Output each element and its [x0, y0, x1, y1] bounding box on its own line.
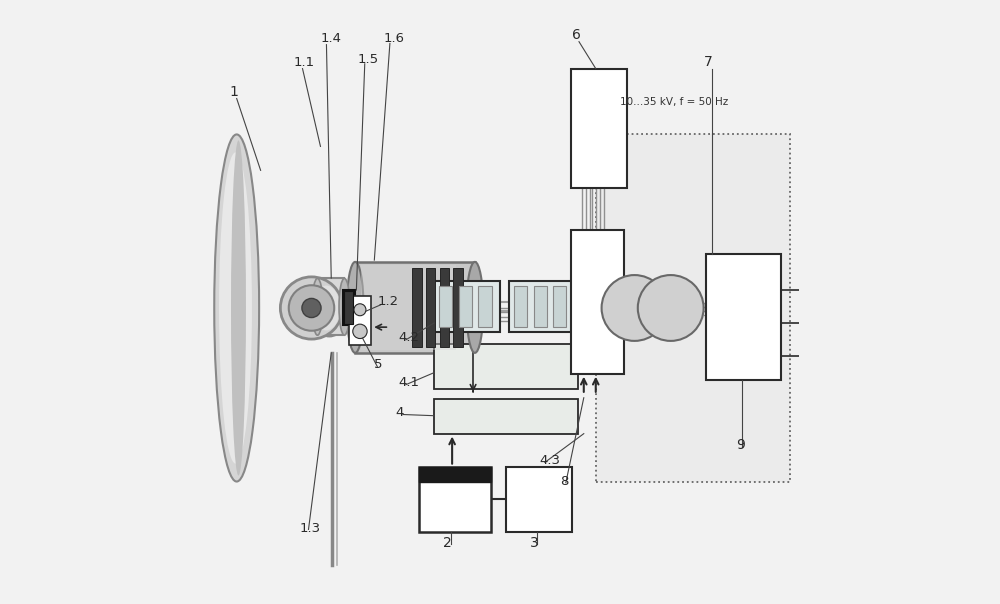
- Ellipse shape: [310, 280, 349, 336]
- Bar: [343, 290, 355, 325]
- Ellipse shape: [313, 286, 340, 330]
- Text: 6: 6: [572, 28, 581, 42]
- Text: 9: 9: [736, 438, 745, 452]
- Bar: [349, 296, 371, 345]
- Text: 1.6: 1.6: [383, 31, 404, 45]
- Bar: [459, 286, 472, 327]
- Ellipse shape: [231, 140, 246, 475]
- Bar: [317, 278, 344, 335]
- Text: 1.4: 1.4: [320, 31, 341, 45]
- Bar: [412, 268, 422, 347]
- Text: 7: 7: [703, 54, 712, 69]
- Circle shape: [302, 298, 321, 318]
- Bar: [534, 286, 547, 327]
- Circle shape: [353, 324, 367, 338]
- Text: 1.1: 1.1: [294, 56, 315, 69]
- Bar: [434, 281, 500, 332]
- Bar: [344, 291, 353, 324]
- Text: 8: 8: [560, 475, 568, 487]
- Ellipse shape: [219, 152, 252, 464]
- Text: 10...35 kV, f = 50 Hz: 10...35 kV, f = 50 Hz: [620, 97, 728, 106]
- Bar: [426, 268, 435, 347]
- Ellipse shape: [466, 262, 483, 353]
- Bar: [506, 466, 572, 532]
- Circle shape: [638, 275, 704, 341]
- Bar: [419, 466, 491, 532]
- Ellipse shape: [214, 135, 259, 481]
- Bar: [706, 254, 781, 380]
- Bar: [361, 265, 456, 350]
- Text: 4.1: 4.1: [398, 376, 419, 389]
- Circle shape: [354, 304, 366, 316]
- Bar: [553, 286, 566, 327]
- Bar: [440, 268, 449, 347]
- Text: 1: 1: [230, 85, 238, 98]
- Text: 4: 4: [395, 406, 404, 419]
- Ellipse shape: [347, 262, 364, 353]
- Text: 1.3: 1.3: [300, 522, 321, 535]
- Bar: [571, 69, 627, 188]
- Bar: [419, 466, 491, 481]
- Ellipse shape: [339, 278, 350, 335]
- Bar: [355, 262, 475, 353]
- Bar: [478, 286, 492, 327]
- Bar: [509, 281, 575, 332]
- Text: 4.2: 4.2: [398, 331, 419, 344]
- Bar: [434, 399, 578, 434]
- Bar: [514, 286, 527, 327]
- Text: 3: 3: [530, 536, 539, 550]
- Text: 4.3: 4.3: [539, 454, 560, 466]
- Circle shape: [280, 277, 343, 339]
- Text: 5: 5: [374, 358, 383, 371]
- Circle shape: [289, 285, 334, 331]
- Bar: [439, 286, 452, 327]
- Text: 2: 2: [443, 536, 452, 550]
- Bar: [453, 268, 463, 347]
- Bar: [596, 135, 790, 481]
- Text: 1.2: 1.2: [377, 295, 398, 308]
- Ellipse shape: [312, 278, 323, 335]
- Text: 1.5: 1.5: [358, 53, 379, 66]
- Bar: [571, 230, 624, 374]
- Circle shape: [602, 275, 667, 341]
- Bar: [434, 344, 578, 389]
